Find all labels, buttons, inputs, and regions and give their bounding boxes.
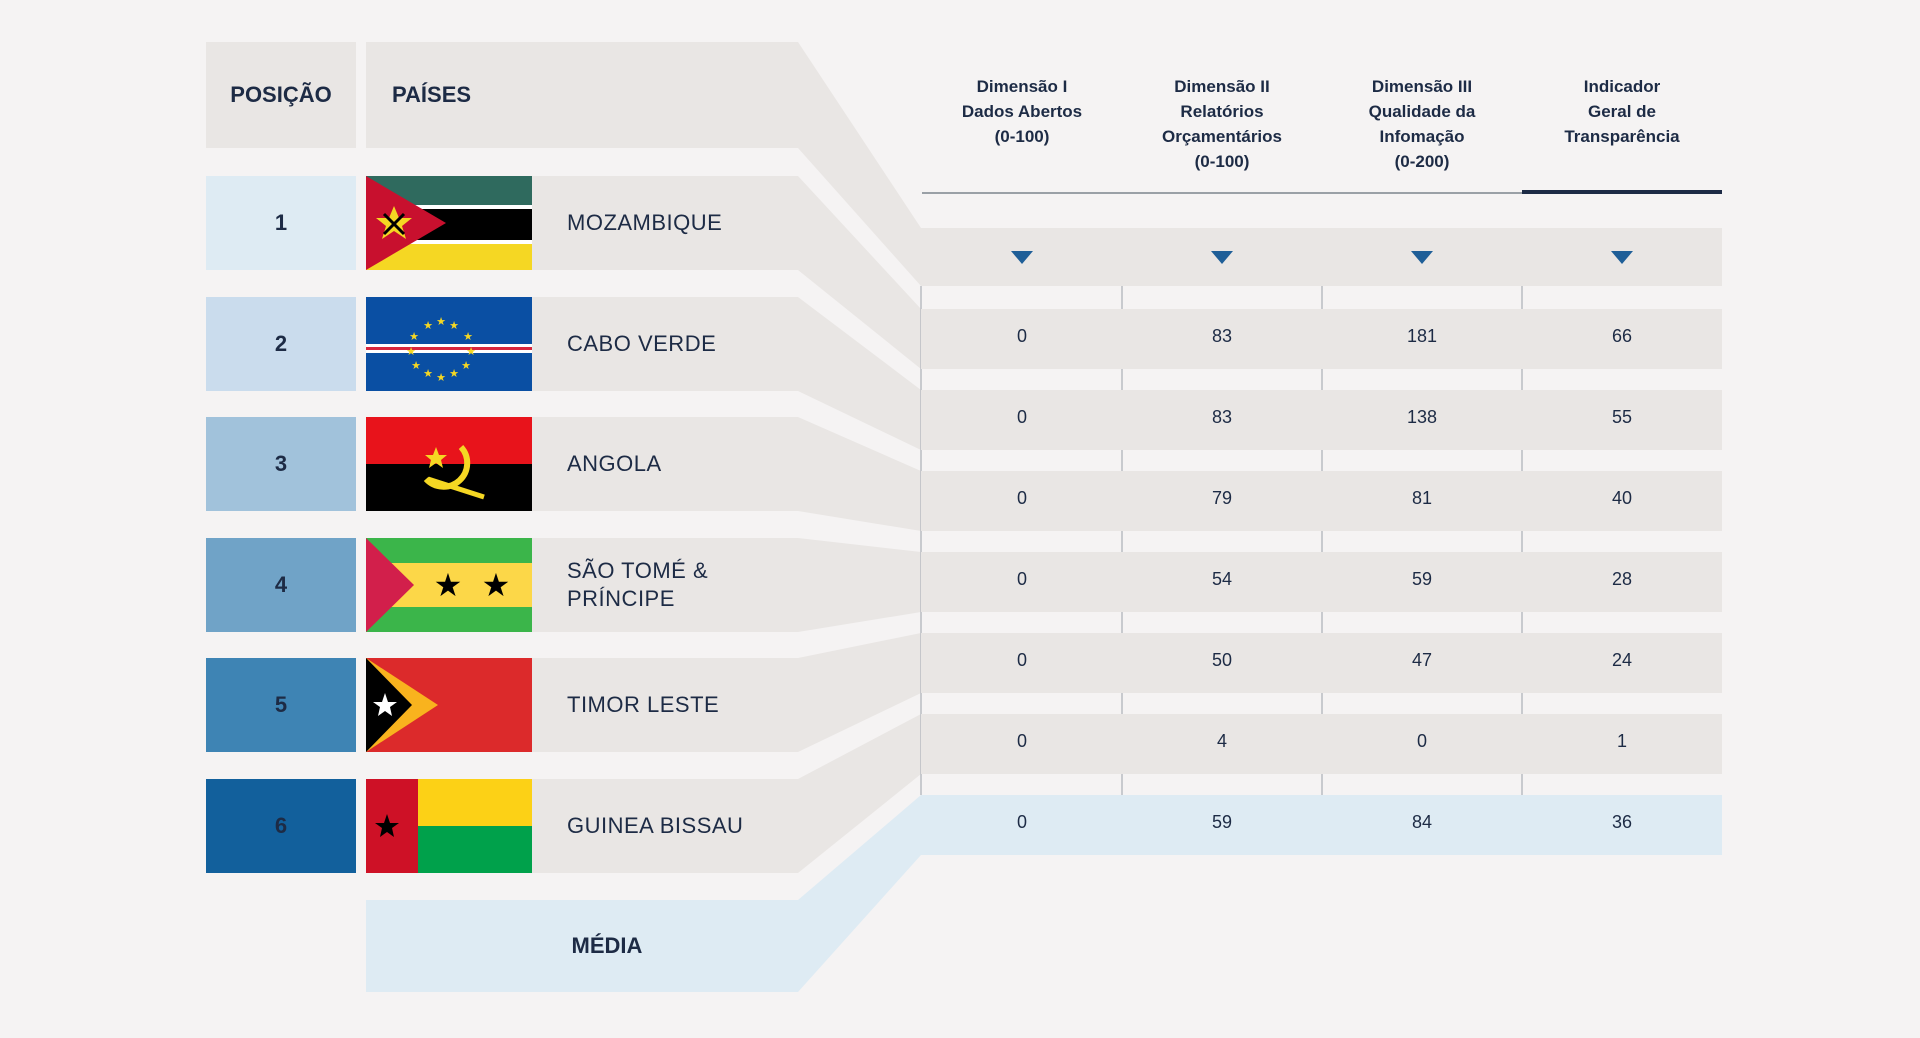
- svg-text:★: ★: [436, 315, 446, 328]
- column-header-dim2: Dimensão II Relatórios Orçamentários (0-100…: [1162, 77, 1282, 171]
- header-divider: [922, 192, 1522, 194]
- svg-text:★: ★: [409, 330, 419, 343]
- column-header-dim3: Dimensão III Qualidade da Infomação (0-200): [1368, 77, 1476, 171]
- country-name: GUINEA BISSAU: [567, 813, 744, 838]
- svg-text:★: ★: [466, 345, 476, 358]
- country-name: MOZAMBIQUE: [567, 210, 723, 235]
- table-cell: 83: [1211, 407, 1233, 427]
- table-cell: 24: [1611, 650, 1633, 670]
- table-cell: 0: [1016, 731, 1027, 751]
- svg-text:★: ★: [449, 319, 459, 332]
- table-cell: 181: [1406, 326, 1438, 346]
- country-row-sao-tome-principe[interactable]: ★ ★ SÃO TOMÉ & PRÍNCIPE: [366, 538, 798, 632]
- position-cell-4: 4: [206, 538, 356, 632]
- table-cell: 47: [1411, 650, 1433, 670]
- average-cell: 84: [1411, 812, 1433, 832]
- svg-text:★: ★: [423, 319, 433, 332]
- table-cell: 138: [1406, 407, 1438, 427]
- table-cell: 0: [1016, 569, 1027, 589]
- table-cell: 54: [1211, 569, 1233, 589]
- sort-arrow-indicator-icon[interactable]: [1611, 251, 1633, 264]
- countries-header: PAÍSES: [366, 42, 798, 148]
- svg-text:★: ★: [482, 566, 511, 604]
- table-cell: 0: [1016, 326, 1027, 346]
- average-cell: 36: [1611, 812, 1633, 832]
- column-header-indicator: Indicador Geral de Transparência: [1564, 77, 1680, 146]
- average-cell: 0: [1016, 812, 1027, 832]
- position-cell-2: 2: [206, 297, 356, 391]
- table-cell: 83: [1211, 326, 1233, 346]
- table-row: [921, 471, 1722, 531]
- sort-arrow-dim2-icon[interactable]: [1211, 251, 1233, 264]
- table-cell: 0: [1016, 407, 1027, 427]
- average-row: [921, 795, 1722, 855]
- row-connector: [798, 417, 921, 531]
- table-cell: 0: [1416, 731, 1427, 751]
- svg-text:★: ★: [411, 359, 421, 372]
- svg-text:★: ★: [463, 330, 473, 343]
- table-cell: 4: [1216, 731, 1227, 751]
- position-cell-1: 1: [206, 176, 356, 270]
- active-column-underline: [1522, 190, 1722, 194]
- table-row: [921, 714, 1722, 774]
- country-row-cabo-verde[interactable]: ★ ★ ★ ★ ★ ★ ★ ★ ★ ★ ★ ★ CABO VERDE: [366, 297, 798, 391]
- row-connector: [798, 538, 921, 632]
- table-cell: 40: [1611, 488, 1633, 508]
- position-cell-5: 5: [206, 658, 356, 752]
- svg-text:★: ★: [423, 367, 433, 380]
- header-connector: [798, 42, 921, 286]
- average-label: MÉDIA: [366, 900, 798, 992]
- position-header: POSIÇÃO: [206, 42, 356, 148]
- table-cell: 79: [1211, 488, 1233, 508]
- svg-text:★: ★: [434, 566, 463, 604]
- svg-text:★: ★: [406, 345, 416, 358]
- row-connector: [798, 633, 921, 752]
- angola-flag-icon: [366, 417, 532, 511]
- country-row-angola[interactable]: ANGOLA: [366, 417, 798, 511]
- sao-tome-principe-flag-icon: ★ ★: [366, 538, 532, 632]
- table-cell: 1: [1616, 731, 1627, 751]
- country-name: SÃO TOMÉ & PRÍNCIPE: [567, 558, 709, 611]
- column-header-dim1: Dimensão I Dados Abertos (0-100): [961, 77, 1083, 146]
- position-cell-3: 3: [206, 417, 356, 511]
- row-connector: [798, 714, 921, 873]
- country-name: ANGOLA: [567, 451, 662, 476]
- table-cell: 59: [1411, 569, 1433, 589]
- table-cell: 28: [1611, 569, 1633, 589]
- country-row-mozambique[interactable]: MOZAMBIQUE: [366, 176, 798, 270]
- mozambique-flag-icon: [366, 176, 532, 270]
- cabo-verde-flag-icon: ★ ★ ★ ★ ★ ★ ★ ★ ★ ★ ★ ★: [366, 297, 532, 391]
- row-connector: [798, 176, 921, 369]
- guinea-bissau-flag-icon: [366, 779, 532, 873]
- country-row-guinea-bissau[interactable]: GUINEA BISSAU: [366, 779, 798, 873]
- table-cell: 50: [1211, 650, 1233, 670]
- table-cell: 55: [1611, 407, 1633, 427]
- position-cell-6: 6: [206, 779, 356, 873]
- row-connector: [798, 297, 921, 450]
- sort-arrow-dim1-icon[interactable]: [1011, 251, 1033, 264]
- svg-text:★: ★: [436, 371, 446, 384]
- country-name: CABO VERDE: [567, 331, 717, 356]
- table-cell: 66: [1611, 326, 1633, 346]
- table-row: [921, 552, 1722, 612]
- average-cell: 59: [1211, 812, 1233, 832]
- table-row: [921, 309, 1722, 369]
- country-name: TIMOR LESTE: [567, 692, 720, 717]
- timor-leste-flag-icon: [366, 658, 532, 752]
- table-cell: 81: [1411, 488, 1433, 508]
- average-connector: [798, 795, 921, 992]
- table-row: [921, 390, 1722, 450]
- svg-text:★: ★: [461, 359, 471, 372]
- sort-arrow-dim3-icon[interactable]: [1411, 251, 1433, 264]
- sort-band: [921, 228, 1722, 286]
- table-row: [921, 633, 1722, 693]
- svg-text:★: ★: [449, 367, 459, 380]
- table-cell: 0: [1016, 488, 1027, 508]
- table-cell: 0: [1016, 650, 1027, 670]
- country-row-timor-leste[interactable]: TIMOR LESTE: [366, 658, 798, 752]
